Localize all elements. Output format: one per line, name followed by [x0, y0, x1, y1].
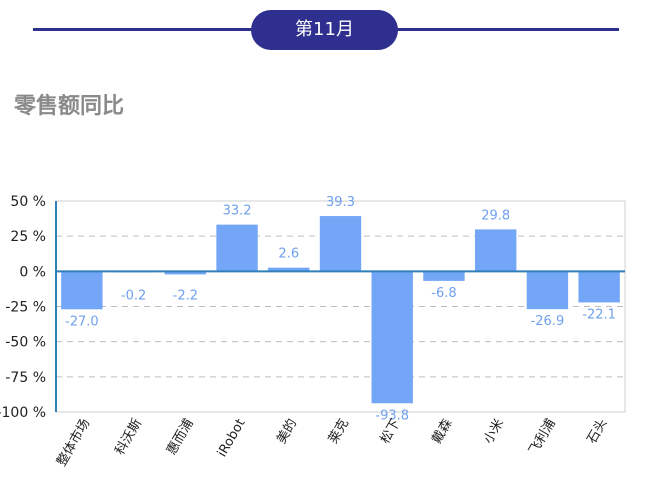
- retail-yoy-bar-chart: 50 % 25 % 0 % -25 % -50 % -75 % -100 % -27.0 -0…: [0, 194, 626, 469]
- bar: [474, 229, 517, 272]
- data-label: -27.0: [65, 314, 99, 329]
- data-label: 29.8: [481, 208, 510, 223]
- y-tick-label: 50 %: [10, 194, 46, 210]
- category-label: 惠而浦: [164, 417, 196, 458]
- header-line-left: [33, 28, 263, 31]
- section-title: 零售额同比: [14, 94, 125, 119]
- category-label: 戴森: [429, 417, 455, 447]
- header-line-right: [390, 28, 619, 31]
- category-labels: 整体市场 科沃斯 惠而浦 iRobot 美的 莱克 松下 戴森 小米 飞利浦 石头: [53, 416, 610, 469]
- data-label: 2.6: [278, 247, 299, 262]
- data-label: 33.2: [223, 204, 252, 219]
- data-label: -93.8: [375, 408, 409, 423]
- data-label: -22.1: [582, 307, 616, 322]
- bar: [216, 224, 258, 272]
- bar: [578, 271, 620, 303]
- bar: [61, 271, 103, 310]
- bar: [268, 267, 310, 272]
- category-label: 美的: [273, 416, 300, 447]
- bar: [164, 271, 207, 275]
- bars: [61, 216, 620, 404]
- month-badge[interactable]: 第11月: [251, 10, 398, 50]
- bar: [526, 271, 569, 310]
- y-tick-label: 0 %: [19, 264, 46, 280]
- bar: [371, 271, 413, 404]
- data-label: -0.2: [121, 288, 146, 303]
- y-tick-label: -100 %: [0, 405, 46, 421]
- category-label: 小米: [481, 417, 507, 447]
- y-tick-labels: 50 % 25 % 0 % -25 % -50 % -75 % -100 %: [0, 194, 46, 421]
- category-label: iRobot: [215, 417, 249, 460]
- bar: [423, 271, 465, 281]
- category-label: 飞利浦: [526, 417, 558, 458]
- data-labels: -27.0 -0.2 -2.2 33.2 2.6 39.3 -93.8 -6.8 29.8 -26…: [65, 195, 616, 423]
- data-label: -2.2: [173, 288, 198, 303]
- axes: [55, 201, 625, 412]
- y-tick-label: -75 %: [5, 370, 46, 386]
- y-tick-label: 25 %: [10, 229, 46, 245]
- y-tick-label: -50 %: [5, 335, 46, 351]
- y-tick-label: -25 %: [5, 300, 46, 316]
- category-label: 莱克: [326, 417, 352, 447]
- data-label: -26.9: [531, 314, 565, 329]
- category-label: 科沃斯: [113, 417, 145, 458]
- category-label: 整体市场: [53, 416, 93, 469]
- bar: [319, 216, 362, 272]
- data-label: 39.3: [326, 195, 355, 210]
- category-label: 石头: [585, 417, 611, 447]
- data-label: -6.8: [431, 286, 456, 301]
